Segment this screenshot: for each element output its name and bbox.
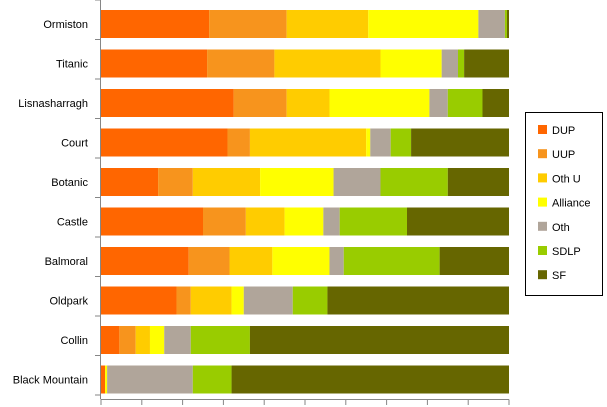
bar-segment-dup — [101, 286, 177, 315]
bar-segment-dup — [101, 326, 120, 354]
legend: DUP UUP Oth U Alliance Oth SDLP SF — [525, 112, 603, 296]
bar-segment-dup — [101, 207, 203, 236]
bar-segment-alliance — [149, 326, 165, 354]
bar-segment-sf — [464, 49, 509, 78]
bar-segment-oth — [107, 365, 193, 394]
bar-segment-sdlp — [458, 49, 465, 78]
category-label: Botanic — [51, 177, 88, 189]
legend-label: Alliance — [552, 198, 591, 210]
bar-segment-sdlp — [343, 247, 440, 275]
bar-segment-sdlp — [339, 207, 407, 236]
bar-segment-oth — [478, 10, 505, 38]
category-label: Collin — [60, 335, 88, 347]
bar-segment-uup — [207, 49, 275, 78]
legend-label: Oth U — [552, 173, 581, 185]
bar-segment-oth-u — [192, 168, 261, 196]
bar-segment-oth — [333, 168, 381, 196]
bar-segment-sf — [407, 207, 509, 236]
bar-segment-alliance — [272, 247, 330, 275]
legend-swatch-oth-u — [538, 173, 547, 183]
bar-segment-alliance — [329, 89, 430, 117]
bar-segment-alliance — [260, 168, 334, 196]
bar-segment-sdlp — [504, 10, 507, 38]
category-label: Castle — [57, 217, 88, 229]
bar-segment-oth-u — [274, 49, 381, 78]
bar-segment-dup — [101, 365, 106, 394]
category-label: Titanic — [56, 59, 88, 71]
bar-segment-sf — [482, 89, 509, 117]
bar-segment-oth — [323, 207, 340, 236]
bar-segment-oth-u — [249, 128, 367, 157]
bar-segment-sf — [447, 168, 509, 196]
bar-segment-oth-u — [190, 286, 232, 315]
bar-segment-sf — [327, 286, 509, 315]
bar-segment-oth-u — [286, 89, 330, 117]
bar-segment-oth — [441, 49, 458, 78]
bar-segment-sdlp — [380, 168, 448, 196]
bar-segment-sdlp — [447, 89, 483, 117]
legend-label: SF — [552, 270, 566, 282]
bar-segment-dup — [101, 247, 189, 275]
legend-label: SDLP — [552, 246, 581, 258]
legend-swatch-sf — [538, 270, 547, 280]
legend-swatch-uup — [538, 149, 547, 159]
bar-segment-uup — [233, 89, 287, 117]
bar-segment-oth-u — [229, 247, 273, 275]
bar-segment-sdlp — [292, 286, 328, 315]
bar-segment-dup — [101, 89, 234, 117]
bar-segment-oth-u — [286, 10, 369, 38]
bar-segment-sf — [506, 10, 509, 38]
bar-segment-sdlp — [390, 128, 412, 157]
legend-swatch-dup — [538, 125, 547, 134]
bar-segment-oth-u — [245, 207, 285, 236]
legend-swatch-sdlp — [538, 246, 547, 255]
bar-segment-sdlp — [190, 326, 250, 354]
bar-segment-sf — [439, 247, 509, 275]
bar-segment-dup — [101, 49, 208, 78]
category-labels: Ormiston Titanic Lisnasharragh Court Botanic… — [13, 19, 89, 387]
bar-segment-alliance — [366, 128, 371, 157]
bar-segment-dup — [101, 10, 210, 38]
bar-segment-oth — [243, 286, 293, 315]
legend-label: DUP — [552, 125, 575, 137]
bar-segment-alliance — [380, 49, 442, 78]
bar-segment-sf — [231, 365, 509, 394]
bar-segment-uup — [227, 128, 250, 157]
bars-layer — [101, 10, 510, 394]
legend-swatch-alliance — [538, 197, 547, 207]
bar-segment-uup — [203, 207, 246, 236]
bar-segment-oth-u — [135, 326, 150, 354]
bar-segment-sf — [249, 326, 510, 354]
axis-layer — [95, 0, 510, 405]
bar-segment-alliance — [105, 365, 108, 394]
category-label: Court — [61, 138, 88, 150]
bar-segment-uup — [119, 326, 136, 354]
bar-segment-alliance — [368, 10, 479, 38]
legend-label: Oth — [552, 222, 570, 234]
bar-segment-dup — [101, 128, 228, 157]
bar-segment-alliance — [284, 207, 324, 236]
bar-segment-uup — [188, 247, 230, 275]
legend-swatch-oth — [538, 221, 547, 231]
bar-segment-oth — [164, 326, 191, 354]
category-label: Balmoral — [45, 256, 88, 268]
category-label: Black Mountain — [13, 375, 88, 387]
category-label: Lisnasharragh — [18, 98, 88, 110]
bar-segment-uup — [176, 286, 191, 315]
bar-segment-alliance — [231, 286, 244, 315]
bar-segment-dup — [101, 168, 159, 196]
bar-segment-sdlp — [192, 365, 232, 394]
category-label: Oldpark — [49, 296, 88, 308]
bar-segment-uup — [209, 10, 287, 38]
bar-segment-oth — [429, 89, 448, 117]
bar-segment-oth — [370, 128, 391, 157]
bar-segment-oth — [329, 247, 344, 275]
bar-segment-sf — [411, 128, 509, 157]
bar-segment-uup — [158, 168, 193, 196]
legend-label: UUP — [552, 149, 575, 161]
category-label: Ormiston — [43, 19, 88, 31]
